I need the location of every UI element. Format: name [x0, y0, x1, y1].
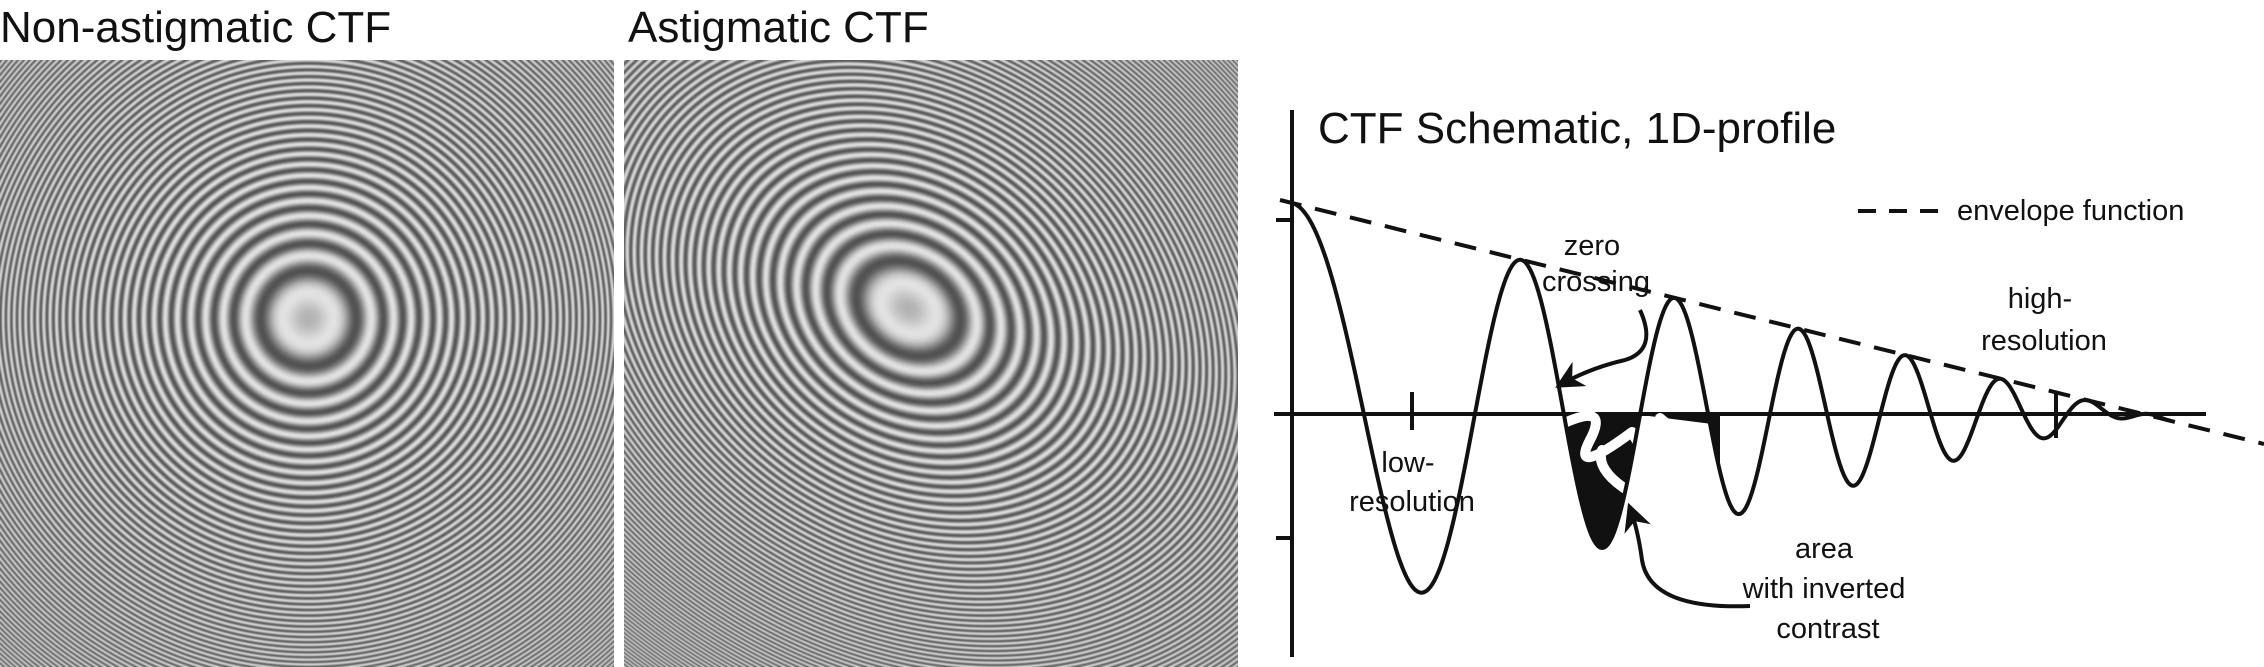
non-astigmatic-ctf-image — [0, 60, 614, 667]
astigmatic-title: Astigmatic CTF — [628, 3, 929, 52]
legend-label: envelope function — [1957, 195, 2184, 227]
astigmatic-ctf-image — [624, 60, 1238, 667]
inverted-contrast-arrow — [1624, 502, 1751, 609]
envelope-function-line — [1279, 198, 2264, 446]
non-astigmatic-title: Non-astigmatic CTF — [0, 3, 392, 52]
ctf-oscillation-curve — [1291, 201, 2171, 595]
high-resolution-label: high- resolution — [1981, 283, 2107, 357]
schematic-title: CTF Schematic, 1D-profile — [1318, 104, 1836, 153]
inverted-contrast-label: area with inverted contrast — [1742, 533, 1914, 645]
low-resolution-label: low- resolution — [1349, 447, 1475, 518]
inverted-area-scribble — [1557, 411, 1683, 510]
ctf-schematic-diagram: CTF Schematic, 1D-profile envelope funct… — [1274, 104, 2264, 657]
zero-crossing-label: zero crossing — [1542, 230, 1650, 298]
zero-crossing-arrow — [1555, 309, 1649, 388]
